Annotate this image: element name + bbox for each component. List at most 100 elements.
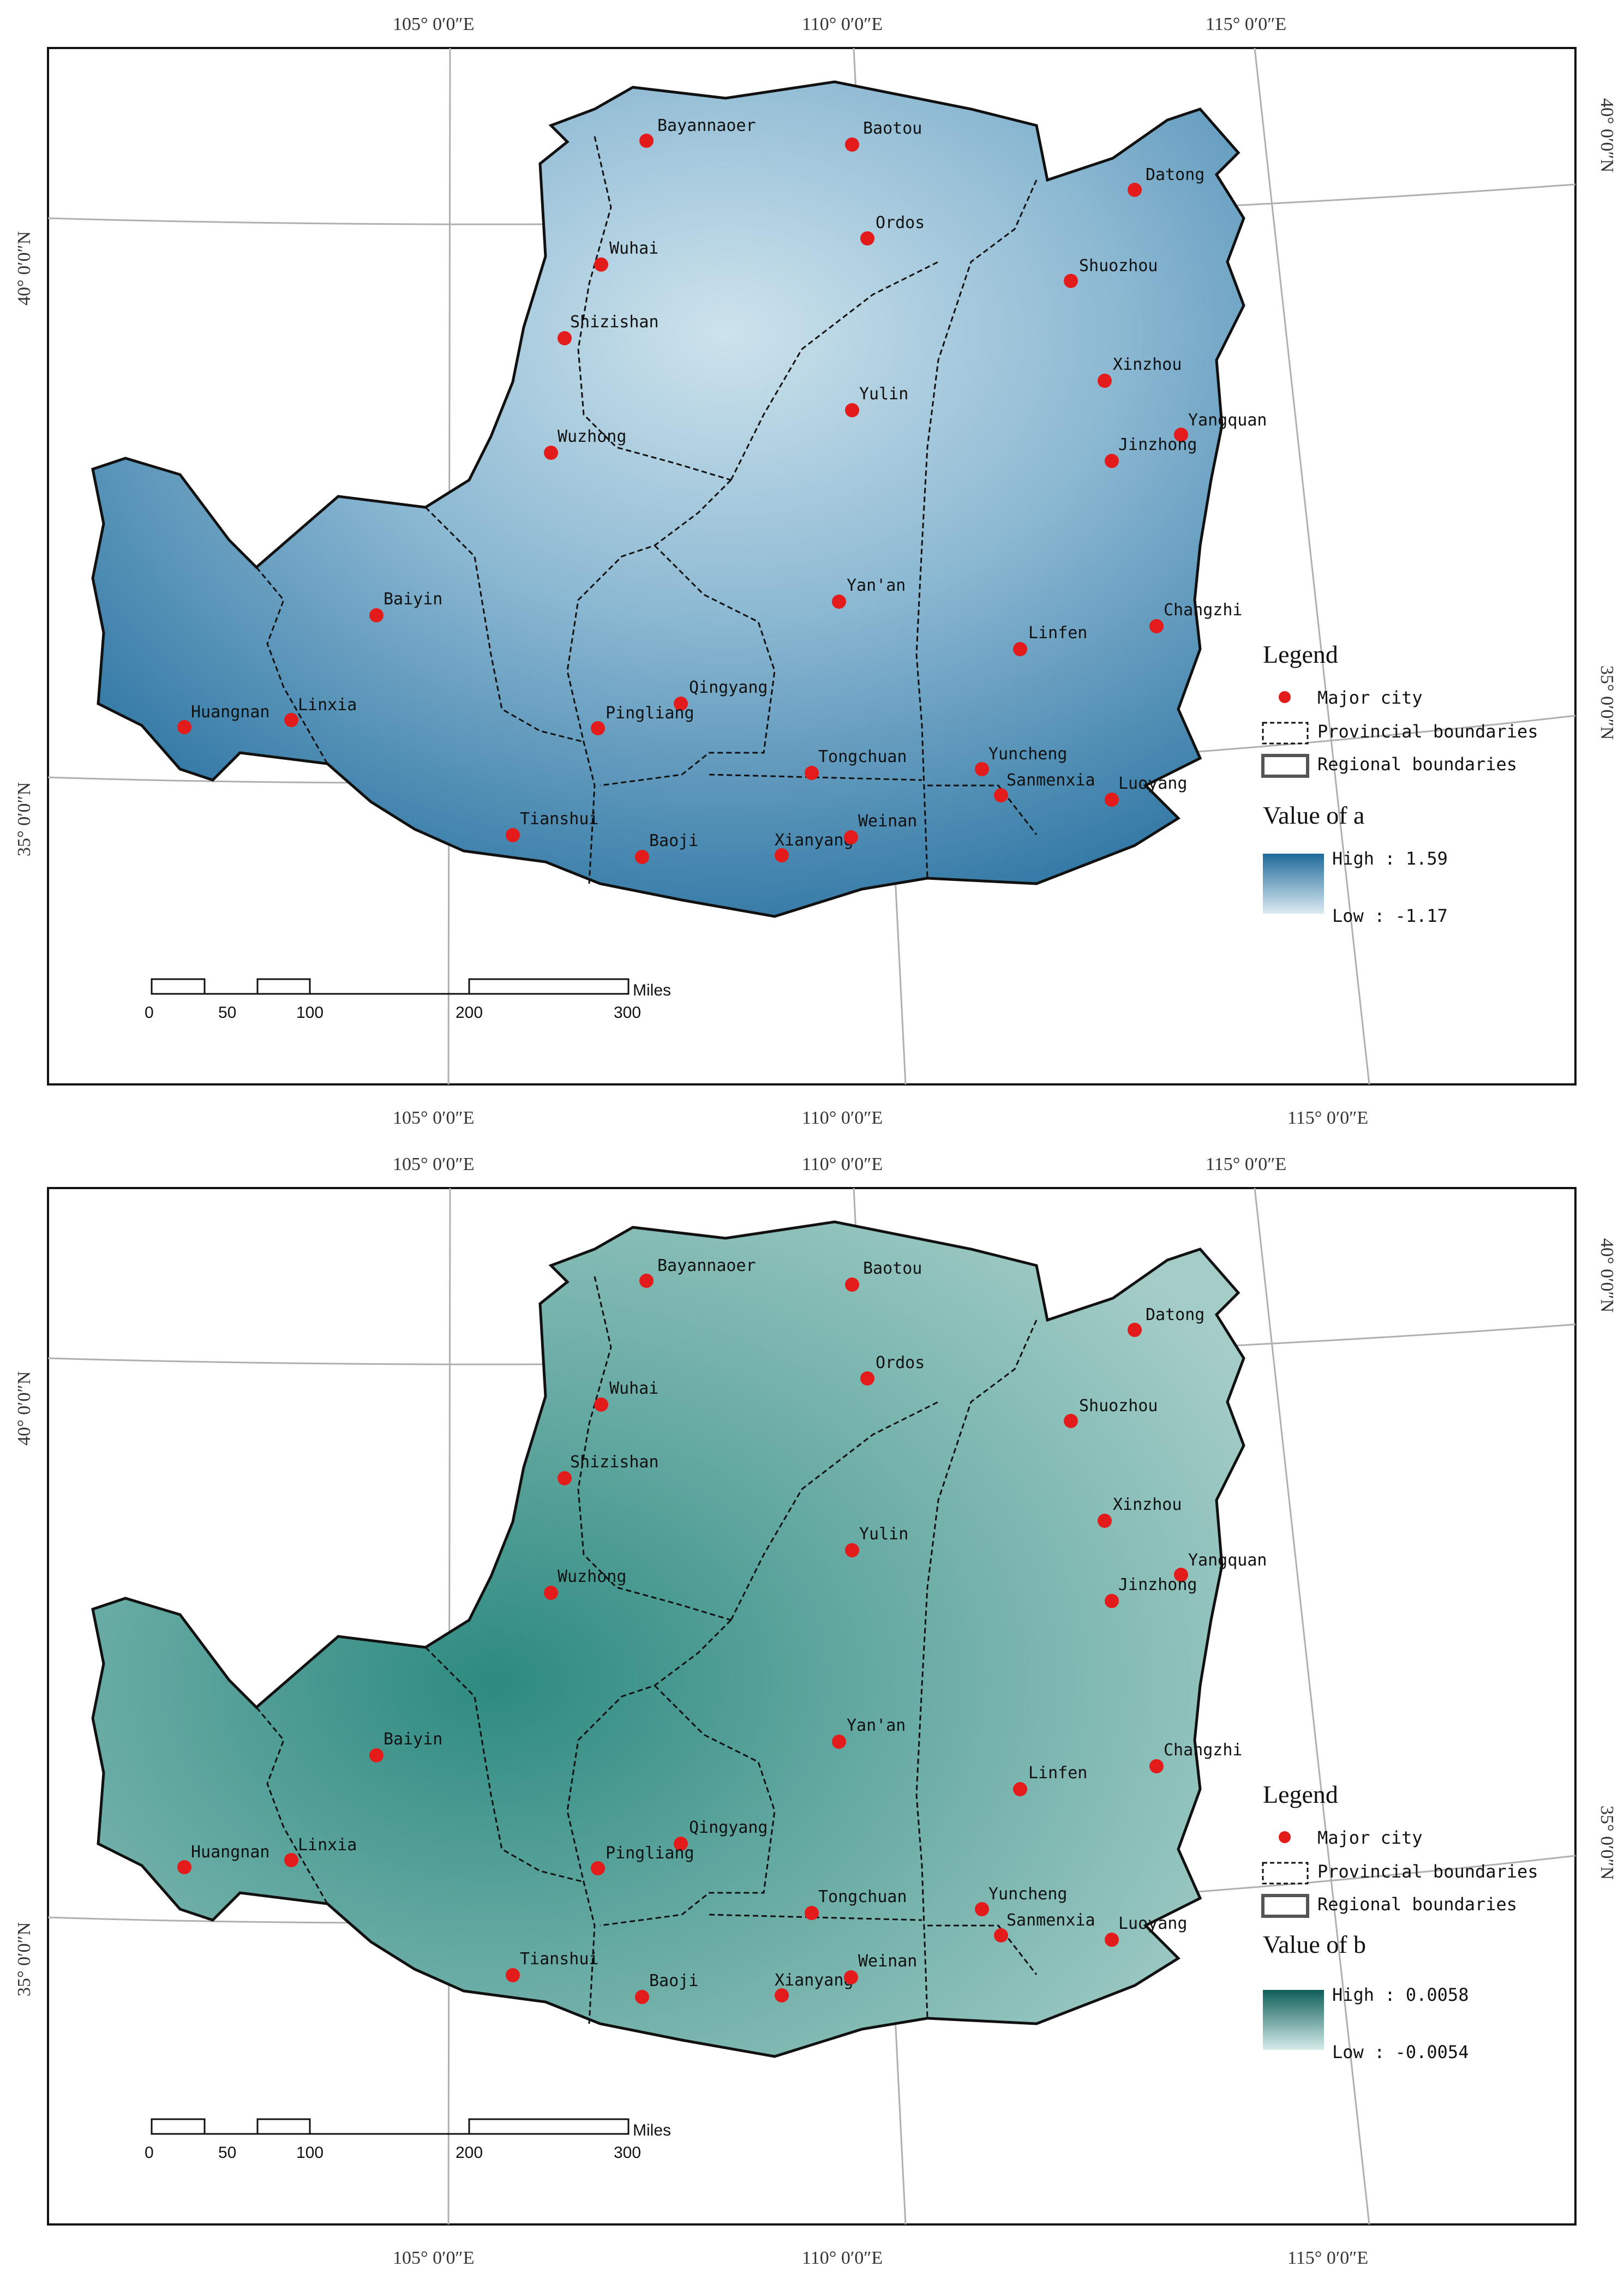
svg-text:50: 50	[218, 1004, 236, 1022]
legend-city-marker	[1279, 1831, 1291, 1843]
svg-text:Sanmenxia: Sanmenxia	[1006, 1911, 1095, 1930]
svg-text:Ordos: Ordos	[876, 1353, 925, 1372]
city-xianyang: Xianyang	[775, 1971, 854, 2002]
svg-text:35° 0′0″N: 35° 0′0″N	[14, 1922, 34, 1996]
svg-text:Shuozhou: Shuozhou	[1079, 1396, 1158, 1416]
svg-text:Jinzhong: Jinzhong	[1118, 435, 1197, 454]
city-xinzhou: Xinzhou	[1098, 1495, 1182, 1528]
city-jinzhong: Jinzhong	[1105, 1575, 1197, 1608]
scalebar-a: 0 50 100 200 300 Miles	[145, 978, 671, 1022]
svg-text:Xianyang: Xianyang	[775, 831, 854, 850]
svg-text:Baoji: Baoji	[649, 831, 698, 850]
svg-text:300: 300	[614, 2144, 641, 2162]
svg-text:Linfen: Linfen	[1028, 623, 1087, 643]
city-changzhi: Changzhi	[1149, 1741, 1243, 1773]
legend-a: Legend Major city Provincial boundaries …	[1261, 640, 1538, 926]
svg-text:Provincial boundaries: Provincial boundaries	[1317, 721, 1538, 742]
city-linfen: Linfen	[1013, 623, 1087, 656]
svg-text:0: 0	[145, 2144, 154, 2162]
svg-text:Tongchuan: Tongchuan	[818, 747, 907, 766]
svg-text:35° 0′0″N: 35° 0′0″N	[1597, 1806, 1617, 1880]
city-yangquan: Yangquan	[1174, 411, 1267, 442]
svg-text:Shizishan: Shizishan	[570, 1453, 659, 1472]
svg-text:Bayannaoer: Bayannaoer	[657, 1256, 756, 1275]
map-panel-a: Bayannaoer Baotou Datong Ordos Wuhai Shu…	[0, 0, 1624, 1136]
city-yanan: Yan'an	[832, 576, 906, 609]
legend-regional-swatch	[1261, 1894, 1309, 1918]
svg-text:Miles: Miles	[633, 981, 671, 999]
svg-text:Miles: Miles	[633, 2121, 671, 2139]
svg-text:Baoji: Baoji	[649, 1971, 698, 1990]
svg-text:Xianyang: Xianyang	[775, 1971, 854, 1990]
city-yuncheng: Yuncheng	[975, 1885, 1068, 1916]
legend-gradient-b	[1263, 1990, 1324, 2050]
svg-text:Major city: Major city	[1317, 1827, 1423, 1848]
city-datong: Datong	[1128, 165, 1204, 197]
svg-text:40° 0′0″N: 40° 0′0″N	[1597, 1238, 1617, 1312]
svg-text:Yan'an: Yan'an	[847, 576, 906, 595]
city-shuozhou: Shuozhou	[1064, 1396, 1158, 1428]
svg-text:100: 100	[296, 1004, 323, 1022]
svg-text:Yulin: Yulin	[859, 385, 908, 404]
provincial-boundaries	[255, 136, 1038, 884]
svg-text:200: 200	[456, 2144, 483, 2162]
svg-text:Weinan: Weinan	[858, 1952, 917, 1971]
svg-text:110° 0′0″E: 110° 0′0″E	[802, 2248, 883, 2268]
svg-text:110° 0′0″E: 110° 0′0″E	[802, 1154, 883, 1174]
city-bayannaoer: Bayannaoer	[639, 116, 756, 148]
svg-text:Tongchuan: Tongchuan	[818, 1887, 907, 1906]
svg-text:Luoyang: Luoyang	[1118, 774, 1187, 793]
city-weinan: Weinan	[844, 1952, 917, 1984]
svg-text:Ordos: Ordos	[876, 213, 925, 232]
svg-text:40° 0′0″N: 40° 0′0″N	[14, 231, 34, 305]
svg-text:115° 0′0″E: 115° 0′0″E	[1206, 1154, 1286, 1174]
svg-text:Sanmenxia: Sanmenxia	[1006, 771, 1095, 790]
svg-text:Bayannaoer: Bayannaoer	[657, 116, 756, 135]
svg-text:Datong: Datong	[1146, 1305, 1204, 1324]
city-baotou: Baotou	[845, 119, 922, 152]
svg-text:Changzhi: Changzhi	[1164, 1741, 1243, 1760]
legend-regional-swatch	[1261, 754, 1309, 778]
svg-text:105° 0′0″E: 105° 0′0″E	[393, 14, 474, 34]
city-wuhai: Wuhai	[594, 239, 658, 272]
city-markers: Bayannaoer Baotou Datong Ordos Wuhai Shu…	[177, 1256, 1267, 2004]
city-linfen: Linfen	[1013, 1764, 1087, 1796]
city-ordos: Ordos	[860, 213, 925, 245]
city-baoji: Baoji	[635, 1971, 698, 2004]
svg-text:Yulin: Yulin	[859, 1525, 908, 1544]
svg-text:Yuncheng: Yuncheng	[988, 745, 1068, 764]
svg-text:Legend: Legend	[1263, 1780, 1338, 1808]
svg-text:Yan'an: Yan'an	[847, 1716, 906, 1735]
city-tianshui: Tianshui	[506, 809, 599, 842]
svg-text:Tianshui: Tianshui	[520, 809, 599, 829]
map-svg-a: Bayannaoer Baotou Datong Ordos Wuhai Shu…	[14, 14, 1617, 1128]
legend-gradient-a	[1263, 854, 1324, 914]
city-wuzhong: Wuzhong	[544, 427, 626, 460]
legend-city-marker	[1279, 691, 1291, 703]
svg-text:Yangquan: Yangquan	[1188, 411, 1267, 430]
svg-text:Low : -0.0054: Low : -0.0054	[1332, 2042, 1469, 2062]
svg-text:High : 0.0058: High : 0.0058	[1332, 1984, 1469, 2005]
svg-text:100: 100	[296, 2144, 323, 2162]
svg-text:Legend: Legend	[1263, 640, 1338, 668]
city-tianshui: Tianshui	[506, 1950, 599, 1982]
svg-text:50: 50	[218, 2144, 236, 2162]
svg-text:35° 0′0″N: 35° 0′0″N	[14, 782, 34, 856]
svg-text:Xinzhou: Xinzhou	[1113, 355, 1182, 374]
svg-text:Linfen: Linfen	[1028, 1764, 1087, 1783]
svg-text:Wuzhong: Wuzhong	[558, 1567, 626, 1586]
city-yulin: Yulin	[845, 1525, 908, 1557]
svg-text:Huangnan: Huangnan	[191, 703, 270, 722]
svg-text:Regional boundaries: Regional boundaries	[1317, 754, 1517, 775]
city-qingyang: Qingyang	[674, 678, 768, 711]
city-luoyang: Luoyang	[1105, 1914, 1187, 1947]
svg-text:Wuhai: Wuhai	[609, 239, 658, 258]
city-shizishan: Shizishan	[558, 313, 659, 345]
svg-text:Luoyang: Luoyang	[1118, 1914, 1187, 1933]
legend-provincial-swatch	[1262, 1862, 1309, 1885]
svg-text:Baiyin: Baiyin	[383, 590, 442, 609]
svg-text:Qingyang: Qingyang	[689, 678, 768, 697]
svg-text:Major city: Major city	[1317, 687, 1423, 708]
city-baiyin: Baiyin	[369, 590, 442, 622]
city-yangquan: Yangquan	[1174, 1551, 1267, 1582]
